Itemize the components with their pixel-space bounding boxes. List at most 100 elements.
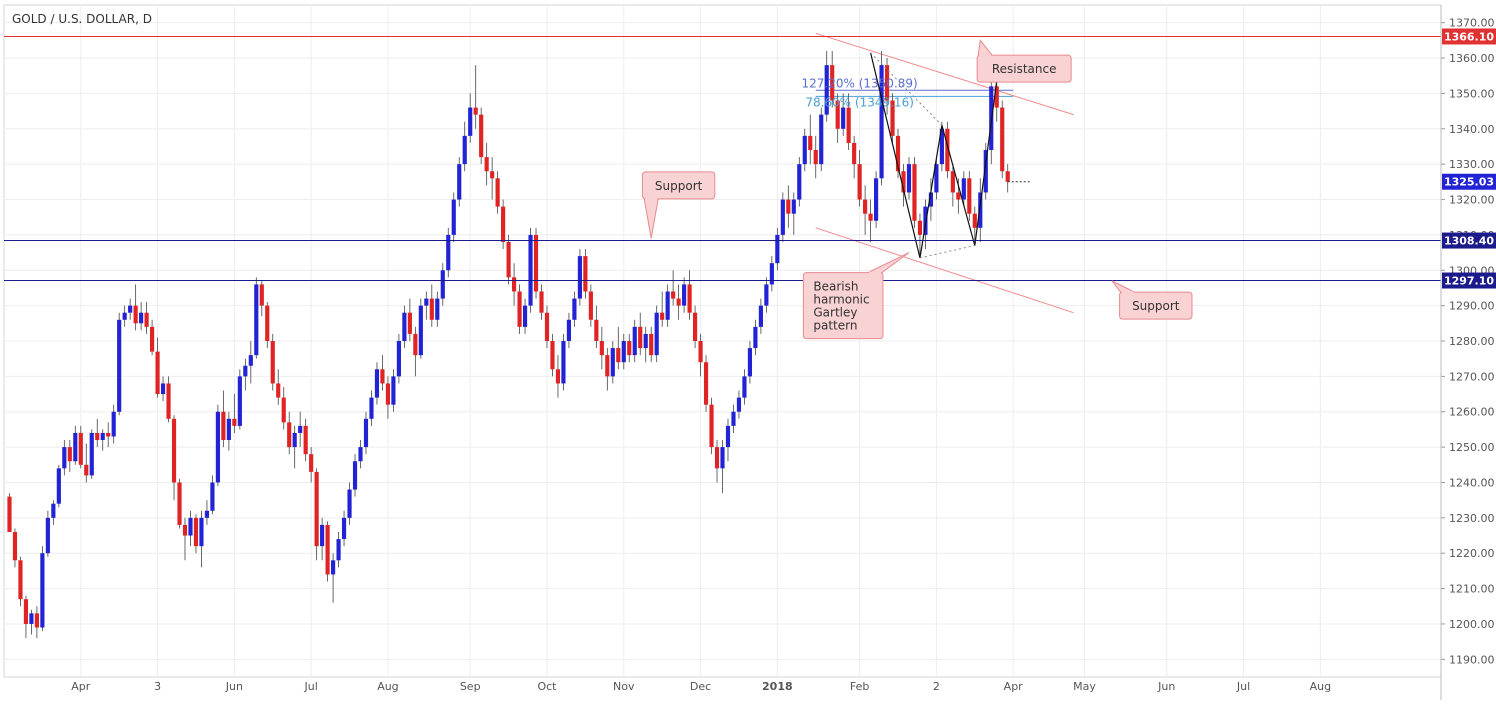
candle-body [122, 312, 127, 320]
fib-label: 127.20% (1350.89) [802, 76, 918, 90]
x-tick-label: 2018 [762, 680, 793, 693]
candle-body [863, 199, 868, 214]
candle-body [182, 524, 188, 536]
candle-body [802, 135, 807, 165]
y-tick-label: 1290.00 [1449, 300, 1495, 313]
candle-body [457, 164, 462, 200]
candle-body [320, 524, 325, 547]
candle-body [215, 411, 220, 483]
candle-body [265, 305, 270, 341]
x-tick-label: Jun [225, 680, 243, 693]
candle-body [682, 284, 687, 306]
candle-body [358, 447, 363, 462]
candle-body [193, 517, 199, 547]
candle-body [226, 418, 231, 441]
annotation-text: Gartley [813, 306, 857, 320]
candle-body [884, 65, 890, 101]
candle-body [725, 425, 731, 448]
candle-body [665, 291, 670, 320]
candle-body [583, 256, 588, 292]
candle-body [879, 65, 884, 179]
last-price-label: 1325.03 [1444, 176, 1494, 189]
candle-body [248, 355, 253, 366]
candle-body [67, 447, 72, 462]
candle-body [906, 164, 912, 193]
candle-body [517, 291, 522, 327]
time-axis: Apr 3 Jun Jul Aug Sep Oct Nov Dec 2018 Feb 2 Apr May J… [71, 680, 1331, 693]
candle-body [967, 178, 972, 214]
candle-body [7, 496, 12, 532]
y-tick-label: 1200.00 [1449, 618, 1495, 631]
annotation-text: Support [655, 179, 703, 193]
candle-body [753, 326, 758, 349]
candle-body [572, 298, 577, 320]
x-tick-label: 2 [933, 680, 940, 693]
candle-body [852, 142, 857, 165]
y-tick-label: 1340.00 [1449, 123, 1495, 136]
candle-body [703, 362, 709, 405]
candle-body [621, 341, 626, 363]
candle-body [709, 404, 714, 448]
candle-body [188, 517, 193, 536]
candle-body [254, 284, 259, 356]
last-price-tag [1442, 173, 1496, 190]
candle-body [468, 107, 473, 136]
candle-body [281, 397, 286, 423]
candle-body [51, 503, 56, 518]
candle-body [303, 425, 308, 455]
candle-body [714, 447, 720, 469]
x-tick-label: Dec [690, 680, 711, 693]
y-tick-label: 1250.00 [1449, 441, 1495, 454]
overlay-back [815, 32, 1074, 314]
candle-body [150, 326, 155, 352]
candle-body [588, 291, 593, 320]
candle-body [160, 383, 166, 395]
candles [7, 50, 1010, 639]
candle-body [23, 599, 29, 624]
annotation-pointer [867, 252, 910, 274]
y-tick-label: 1360.00 [1449, 52, 1495, 65]
candle-body [78, 432, 83, 465]
candle-body [978, 192, 983, 228]
candle-body [539, 291, 544, 313]
candle-body [232, 418, 237, 426]
candle-body [616, 348, 621, 363]
candle-body [418, 305, 423, 356]
candle-body [830, 65, 835, 101]
y-tick-label: 1220.00 [1449, 547, 1495, 560]
annotation-box [802, 272, 884, 340]
candle-body [451, 199, 456, 235]
candle-body [808, 135, 813, 151]
candle-body [550, 341, 555, 370]
candle-body [133, 305, 138, 324]
candle-body [298, 425, 303, 433]
level-price-tag [1442, 272, 1496, 289]
candle-body [643, 333, 648, 349]
y-tick-label: 1370.00 [1449, 17, 1495, 30]
candle-body [391, 376, 396, 405]
candle-body [895, 135, 901, 172]
candle-body [84, 464, 89, 476]
candle-body [484, 157, 489, 172]
candle-body [380, 369, 385, 384]
channel-line [815, 227, 1074, 314]
candle-body [956, 192, 961, 200]
annotation-box [641, 171, 716, 200]
x-tick-label: Apr [71, 680, 91, 693]
candle-body [994, 86, 999, 108]
candle-body [660, 312, 665, 320]
candle-body [676, 298, 681, 306]
candle-body [166, 383, 171, 419]
candle-body [45, 517, 50, 554]
candle-body [786, 199, 791, 214]
candle-body [407, 312, 412, 334]
level-price-tag [1442, 28, 1496, 45]
candle-body [199, 517, 204, 547]
candle-body [111, 411, 116, 437]
candle-body [945, 128, 950, 172]
candle-body [204, 510, 210, 518]
candle-body [627, 341, 632, 356]
candle-body [309, 454, 314, 472]
annotation-text: Resistance [992, 62, 1057, 76]
candle-body [314, 471, 319, 547]
